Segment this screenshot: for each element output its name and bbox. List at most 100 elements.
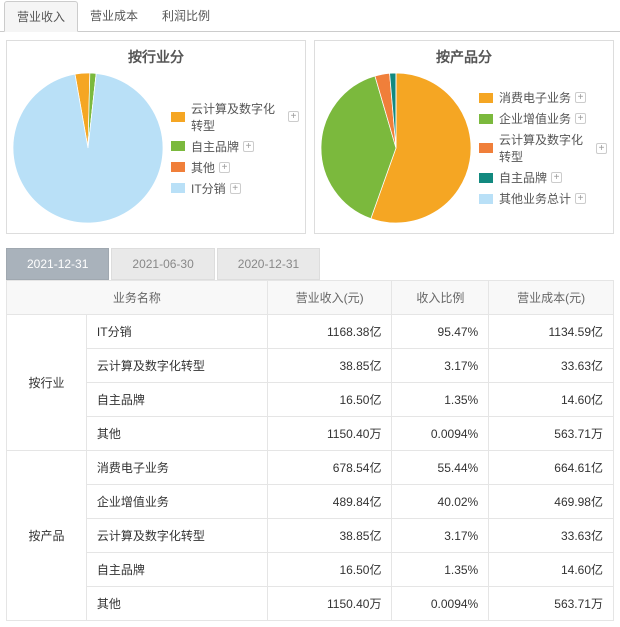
legend-item: 其他 + xyxy=(171,159,299,176)
pie-product xyxy=(321,73,471,223)
table-header-row: 业务名称 营业收入(元) 收入比例 营业成本(元) xyxy=(7,281,614,315)
cell-ratio: 1.35% xyxy=(392,383,489,417)
table-row: 云计算及数字化转型38.85亿3.17%33.63亿 xyxy=(7,349,614,383)
data-table: 业务名称 营业收入(元) 收入比例 营业成本(元) 按行业IT分销1168.38… xyxy=(6,280,614,621)
cell-name: 消费电子业务 xyxy=(86,451,267,485)
expand-icon[interactable]: + xyxy=(575,113,586,124)
cell-name: 云计算及数字化转型 xyxy=(86,519,267,553)
cell-name: IT分销 xyxy=(86,315,267,349)
legend-item: IT分销 + xyxy=(171,180,299,197)
cell-revenue: 1168.38亿 xyxy=(267,315,392,349)
legend-label: 云计算及数字化转型 xyxy=(499,131,592,165)
table-row: 企业增值业务489.84亿40.02%469.98亿 xyxy=(7,485,614,519)
legend-label: 自主品牌 xyxy=(191,138,239,155)
chart-product: 按产品分 消费电子业务 + 企业增值业务 + 云计算及数字化转型 + 自主品牌 + 其他业务总计… xyxy=(314,40,614,234)
group-cell: 按行业 xyxy=(7,315,87,451)
legend-item: 自主品牌 + xyxy=(479,169,607,186)
cell-cost: 664.61亿 xyxy=(489,451,614,485)
legend-label: 自主品牌 xyxy=(499,169,547,186)
legend-item: 自主品牌 + xyxy=(171,138,299,155)
cell-name: 其他 xyxy=(86,417,267,451)
cell-name: 自主品牌 xyxy=(86,553,267,587)
legend-swatch xyxy=(479,194,493,204)
expand-icon[interactable]: + xyxy=(288,111,299,122)
legend-swatch xyxy=(171,112,185,122)
legend-item: 云计算及数字化转型 + xyxy=(479,131,607,165)
expand-icon[interactable]: + xyxy=(551,172,562,183)
col-revenue: 营业收入(元) xyxy=(267,281,392,315)
legend-label: 其他 xyxy=(191,159,215,176)
cell-revenue: 16.50亿 xyxy=(267,383,392,417)
date-tab-0[interactable]: 2021-12-31 xyxy=(6,248,109,280)
cell-revenue: 16.50亿 xyxy=(267,553,392,587)
legend-swatch xyxy=(171,141,185,151)
cell-ratio: 3.17% xyxy=(392,519,489,553)
cell-cost: 14.60亿 xyxy=(489,383,614,417)
col-name: 业务名称 xyxy=(7,281,268,315)
table-row: 自主品牌16.50亿1.35%14.60亿 xyxy=(7,553,614,587)
legend-item: 企业增值业务 + xyxy=(479,110,607,127)
legend-label: IT分销 xyxy=(191,180,226,197)
cell-ratio: 1.35% xyxy=(392,553,489,587)
cell-revenue: 38.85亿 xyxy=(267,349,392,383)
cell-cost: 469.98亿 xyxy=(489,485,614,519)
cell-cost: 563.71万 xyxy=(489,417,614,451)
chart-product-title: 按产品分 xyxy=(315,41,613,69)
expand-icon[interactable]: + xyxy=(219,162,230,173)
cell-name: 其他 xyxy=(86,587,267,621)
expand-icon[interactable]: + xyxy=(230,183,241,194)
cell-cost: 14.60亿 xyxy=(489,553,614,587)
legend-swatch xyxy=(479,143,493,153)
legend-product: 消费电子业务 + 企业增值业务 + 云计算及数字化转型 + 自主品牌 + 其他业务总计 + xyxy=(471,85,607,211)
date-tab-1[interactable]: 2021-06-30 xyxy=(111,248,214,280)
cell-revenue: 38.85亿 xyxy=(267,519,392,553)
cell-ratio: 55.44% xyxy=(392,451,489,485)
legend-label: 其他业务总计 xyxy=(499,190,571,207)
date-tab-2[interactable]: 2020-12-31 xyxy=(217,248,320,280)
legend-label: 消费电子业务 xyxy=(499,89,571,106)
legend-swatch xyxy=(171,162,185,172)
legend-swatch xyxy=(479,173,493,183)
cell-ratio: 0.0094% xyxy=(392,417,489,451)
cell-cost: 33.63亿 xyxy=(489,519,614,553)
legend-industry: 云计算及数字化转型 + 自主品牌 + 其他 + IT分销 + xyxy=(163,96,299,201)
tab-revenue[interactable]: 营业收入 xyxy=(4,1,78,32)
col-cost: 营业成本(元) xyxy=(489,281,614,315)
tab-cost[interactable]: 营业成本 xyxy=(78,1,150,32)
cell-cost: 563.71万 xyxy=(489,587,614,621)
group-cell: 按产品 xyxy=(7,451,87,621)
chart-industry: 按行业分 云计算及数字化转型 + 自主品牌 + 其他 + IT分销 + xyxy=(6,40,306,234)
cell-ratio: 40.02% xyxy=(392,485,489,519)
cell-revenue: 489.84亿 xyxy=(267,485,392,519)
charts-row: 按行业分 云计算及数字化转型 + 自主品牌 + 其他 + IT分销 + 按产品分 消费电子业务… xyxy=(0,32,620,242)
legend-swatch xyxy=(171,183,185,193)
cell-revenue: 1150.40万 xyxy=(267,417,392,451)
cell-name: 云计算及数字化转型 xyxy=(86,349,267,383)
expand-icon[interactable]: + xyxy=(575,92,586,103)
table-row: 自主品牌16.50亿1.35%14.60亿 xyxy=(7,383,614,417)
chart-industry-title: 按行业分 xyxy=(7,41,305,69)
cell-ratio: 0.0094% xyxy=(392,587,489,621)
cell-cost: 33.63亿 xyxy=(489,349,614,383)
col-ratio: 收入比例 xyxy=(392,281,489,315)
cell-ratio: 3.17% xyxy=(392,349,489,383)
table-row: 其他1150.40万0.0094%563.71万 xyxy=(7,417,614,451)
legend-item: 云计算及数字化转型 + xyxy=(171,100,299,134)
cell-name: 自主品牌 xyxy=(86,383,267,417)
legend-label: 云计算及数字化转型 xyxy=(191,100,284,134)
expand-icon[interactable]: + xyxy=(575,193,586,204)
table-row: 按行业IT分销1168.38亿95.47%1134.59亿 xyxy=(7,315,614,349)
legend-swatch xyxy=(479,93,493,103)
expand-icon[interactable]: + xyxy=(243,141,254,152)
expand-icon[interactable]: + xyxy=(596,143,607,154)
legend-swatch xyxy=(479,114,493,124)
legend-label: 企业增值业务 xyxy=(499,110,571,127)
cell-cost: 1134.59亿 xyxy=(489,315,614,349)
cell-revenue: 678.54亿 xyxy=(267,451,392,485)
cell-ratio: 95.47% xyxy=(392,315,489,349)
table-row: 按产品消费电子业务678.54亿55.44%664.61亿 xyxy=(7,451,614,485)
table-row: 云计算及数字化转型38.85亿3.17%33.63亿 xyxy=(7,519,614,553)
cell-name: 企业增值业务 xyxy=(86,485,267,519)
tab-profit[interactable]: 利润比例 xyxy=(150,1,222,32)
cell-revenue: 1150.40万 xyxy=(267,587,392,621)
